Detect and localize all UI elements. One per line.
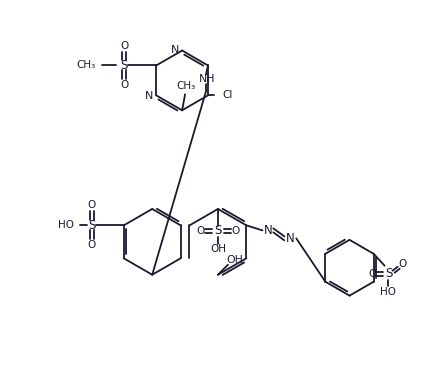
- Text: NH: NH: [199, 74, 215, 84]
- Text: S: S: [214, 224, 222, 238]
- Text: N: N: [264, 224, 273, 237]
- Text: N: N: [286, 232, 295, 245]
- Text: O: O: [88, 200, 96, 211]
- Text: O: O: [368, 269, 377, 279]
- Text: S: S: [385, 267, 392, 280]
- Text: O: O: [88, 240, 96, 250]
- Text: CH₃: CH₃: [176, 82, 196, 91]
- Text: OH: OH: [210, 244, 226, 254]
- Text: OH: OH: [226, 255, 243, 265]
- Text: O: O: [120, 40, 128, 51]
- Text: CH₃: CH₃: [76, 60, 96, 71]
- Text: Cl: Cl: [223, 91, 233, 100]
- Text: O: O: [232, 226, 240, 236]
- Text: N: N: [171, 45, 179, 54]
- Text: O: O: [196, 226, 204, 236]
- Text: O: O: [120, 80, 128, 91]
- Text: HO: HO: [380, 287, 396, 297]
- Text: HO: HO: [58, 220, 74, 230]
- Text: N: N: [145, 91, 153, 102]
- Text: S: S: [88, 219, 96, 232]
- Text: S: S: [121, 59, 128, 72]
- Text: O: O: [398, 259, 407, 269]
